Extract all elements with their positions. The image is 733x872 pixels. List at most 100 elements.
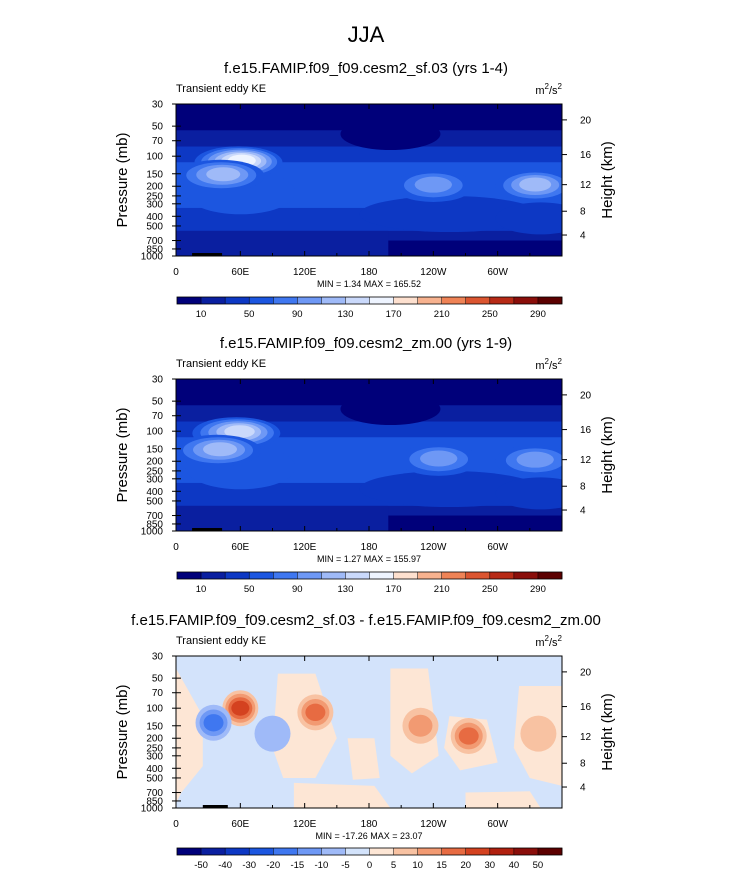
- colorbar-label: 250: [482, 584, 498, 595]
- y-tick-label: 700: [146, 511, 163, 522]
- figure-title: JJA: [348, 22, 385, 47]
- colorbar-label: 30: [485, 860, 496, 871]
- units-exp1: 2: [545, 634, 550, 643]
- y-tick-label: 250: [146, 743, 163, 754]
- colorbar-swatch: [201, 848, 226, 855]
- y-tick-label: 1000: [141, 527, 164, 538]
- band-dip: [340, 118, 441, 151]
- y-right-tick-label: 16: [580, 150, 592, 161]
- contour-level-6: [519, 177, 552, 192]
- colorbar-swatch: [417, 297, 442, 304]
- x-tick-label: 60E: [231, 819, 249, 830]
- colorbar-swatch: [417, 572, 442, 579]
- colorbar-label: 290: [530, 584, 546, 595]
- panel-title: f.e15.FAMIP.f09_f09.cesm2_sf.03 - f.e15.…: [131, 612, 601, 629]
- colorbar-swatch: [273, 848, 298, 855]
- colorbar-swatch: [489, 572, 515, 579]
- topography-1: [192, 528, 223, 531]
- band-dip: [340, 393, 441, 426]
- colorbar-swatch: [393, 848, 418, 855]
- colorbar-label: 10: [412, 860, 423, 871]
- colorbar-label: 90: [292, 309, 303, 320]
- colorbar-swatch: [201, 297, 226, 304]
- colorbar-label: 170: [386, 584, 402, 595]
- colorbar-swatch: [249, 848, 274, 855]
- x-tick-label: 0: [173, 542, 179, 553]
- diff-positive-contour: [305, 703, 326, 721]
- colorbar-swatch: [393, 297, 418, 304]
- y-right-tick-label: 20: [580, 115, 592, 126]
- colorbar-swatch: [177, 297, 202, 304]
- x-tick-label: 60W: [487, 819, 508, 830]
- units-base: m: [535, 85, 544, 97]
- y-tick-label: 300: [146, 199, 163, 210]
- colorbar-swatch: [225, 297, 250, 304]
- band-lower-west: [176, 230, 389, 256]
- colorbar-label: 5: [391, 860, 396, 871]
- colorbar-label: 20: [460, 860, 471, 871]
- colorbar-swatch: [369, 297, 394, 304]
- colorbar-swatch: [297, 572, 322, 579]
- y-tick-label: 150: [146, 169, 163, 180]
- units-exp2: 2: [558, 634, 563, 643]
- y-right-tick-label: 20: [580, 667, 592, 678]
- y-tick-label: 100: [146, 427, 163, 438]
- colorbar-swatch: [513, 297, 539, 304]
- diff-positive-contour: [408, 714, 433, 737]
- colorbar-label: -15: [290, 860, 304, 871]
- colorbar-label: 130: [338, 309, 354, 320]
- colorbar-swatch: [417, 848, 442, 855]
- contour-level-6: [203, 442, 238, 457]
- y-right-tick-label: 12: [580, 732, 592, 743]
- y-tick-label: 850: [146, 244, 163, 255]
- x-tick-label: 0: [173, 819, 179, 830]
- colorbar-swatch: [249, 297, 274, 304]
- diff-positive-contour: [458, 727, 479, 745]
- minmax-label: MIN = 1.27 MAX = 155.97: [317, 554, 421, 564]
- y-axis-right-label: Height (km): [599, 416, 616, 494]
- y-tick-label: 30: [152, 100, 164, 111]
- colorbar-label: 50: [533, 860, 544, 871]
- x-tick-label: 120W: [420, 542, 447, 553]
- y-right-tick-label: 20: [580, 390, 592, 401]
- y-tick-label: 200: [146, 734, 163, 745]
- colorbar-swatch: [225, 572, 250, 579]
- y-tick-label: 100: [146, 152, 163, 163]
- x-tick-label: 120W: [420, 267, 447, 278]
- units-mid: /s: [549, 637, 558, 649]
- y-tick-label: 150: [146, 444, 163, 455]
- contour-level-6: [206, 167, 241, 182]
- x-tick-label: 180: [361, 542, 378, 553]
- x-tick-label: 60W: [487, 542, 508, 553]
- diff-positive-region: [176, 668, 203, 804]
- units-exp1: 2: [545, 357, 550, 366]
- y-right-tick-label: 4: [580, 231, 586, 242]
- y-tick-label: 300: [146, 474, 163, 485]
- colorbar-label: 170: [386, 309, 402, 320]
- y-tick-label: 250: [146, 466, 163, 477]
- colorbar-label: 130: [338, 584, 354, 595]
- minmax-label: MIN = 1.34 MAX = 165.52: [317, 279, 421, 289]
- colorbar-label: 15: [436, 860, 447, 871]
- y-tick-label: 500: [146, 496, 163, 507]
- colorbar-swatch: [369, 572, 394, 579]
- contour-level-5: [420, 450, 458, 467]
- y-tick-label: 400: [146, 764, 163, 775]
- colorbar-swatch: [465, 297, 491, 304]
- x-tick-label: 0: [173, 267, 179, 278]
- colorbar-label: -40: [218, 860, 232, 871]
- colorbar-label: -10: [315, 860, 329, 871]
- colorbar-swatch: [201, 572, 226, 579]
- plot-area: [176, 656, 562, 808]
- colorbar-label: 210: [434, 309, 450, 320]
- colorbar-label: -30: [242, 860, 256, 871]
- colorbar-swatch: [321, 848, 346, 855]
- colorbar-swatch: [513, 572, 539, 579]
- y-right-tick-label: 16: [580, 702, 592, 713]
- y-right-tick-label: 8: [580, 759, 586, 770]
- colorbar-label: 290: [530, 309, 546, 320]
- panels: f.e15.FAMIP.f09_f09.cesm2_sf.03 (yrs 1-4…: [114, 60, 616, 871]
- colorbar-swatch: [489, 848, 515, 855]
- colorbar-swatch: [441, 848, 467, 855]
- y-axis-label: Pressure (mb): [114, 132, 131, 227]
